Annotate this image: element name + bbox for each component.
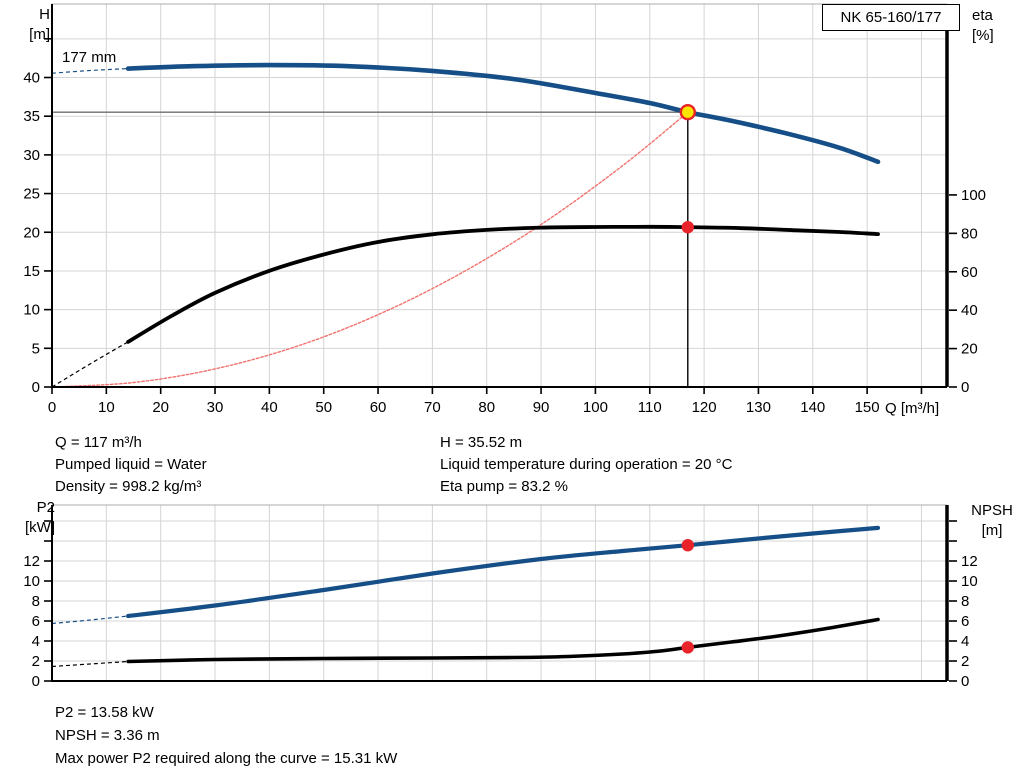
op-flow-line: Q = 117 m³/h <box>55 434 142 451</box>
tick-label: 0 <box>32 379 40 396</box>
tick-label: 2 <box>961 653 969 670</box>
system-curve <box>51 111 689 388</box>
tick-label: 110 <box>638 399 662 416</box>
eta-axis-label: eta [%] <box>972 6 1024 46</box>
npsh-axis-label: NPSH [m] <box>963 501 1021 541</box>
tick-label: 100 <box>961 187 986 204</box>
h-axis-label-line2: [m] <box>29 26 50 43</box>
npsh-point-marker <box>681 641 694 654</box>
tick-label: 80 <box>478 399 495 416</box>
tick-label: 50 <box>315 399 332 416</box>
tick-label: 5 <box>32 340 40 357</box>
tick-label: 0 <box>961 673 969 690</box>
tick-label: 80 <box>961 225 978 242</box>
h-axis-label-line1: H <box>39 6 50 23</box>
tick-label: 60 <box>370 399 387 416</box>
tick-label: 6 <box>961 613 969 630</box>
op-liquid-line: Pumped liquid = Water <box>55 456 207 473</box>
head-curve-dashed <box>51 68 129 74</box>
eta-point-marker <box>681 220 694 234</box>
tick-label: 2 <box>32 653 40 670</box>
pump-model-badge: NK 65-160/177 <box>822 4 960 31</box>
tick-label: 150 <box>855 399 880 416</box>
npsh-curve-dashed <box>51 660 129 668</box>
p2-axis-label-line2: [kW] <box>25 519 55 536</box>
duty-point-marker <box>679 103 696 121</box>
tick-label: 20 <box>961 341 978 358</box>
p2-point-marker <box>681 539 694 552</box>
op-density-line: Density = 998.2 kg/m³ <box>55 478 202 495</box>
tick-label: 120 <box>692 399 717 416</box>
operating-point-text-left: Q = 117 m³/h Pumped liquid = Water Densi… <box>55 432 207 498</box>
tick-label: 10 <box>961 573 978 590</box>
tick-label: 4 <box>32 633 40 650</box>
tick-label: 0 <box>961 379 969 396</box>
npsh-curve <box>126 617 880 664</box>
head-curve <box>125 62 881 165</box>
op-head-line: H = 35.52 m <box>440 434 523 451</box>
efficiency-curve <box>126 224 880 344</box>
tick-label: 100 <box>583 399 608 416</box>
tick-label: 20 <box>23 224 40 241</box>
operating-point-text-right: H = 35.52 m Liquid temperature during op… <box>440 432 732 498</box>
tick-label: 25 <box>23 186 40 203</box>
p2-axis-label: P2 [kW] <box>0 498 55 538</box>
eta-axis-label-line1: eta <box>972 7 993 24</box>
tick-label: 40 <box>261 399 278 416</box>
tick-label: 60 <box>961 264 978 281</box>
tick-label: 40 <box>961 302 978 319</box>
tick-label: 30 <box>207 399 224 416</box>
result-p2-line: P2 = 13.58 kW <box>55 704 154 721</box>
tick-label: 10 <box>23 302 40 319</box>
tick-label: 4 <box>961 633 969 650</box>
efficiency-curve-dashed <box>51 341 129 388</box>
tick-label: 15 <box>23 263 40 280</box>
tick-label: 0 <box>32 673 40 690</box>
op-eta-line: Eta pump = 83.2 % <box>440 478 568 495</box>
result-maxpower-line: Max power P2 required along the curve = … <box>55 750 398 767</box>
tick-label: 20 <box>152 399 169 416</box>
tick-label: 70 <box>424 399 441 416</box>
p2-curve <box>126 525 881 619</box>
tick-label: 40 <box>23 70 40 87</box>
tick-label: 90 <box>533 399 550 416</box>
tick-label: 140 <box>800 399 825 416</box>
op-temperature-line: Liquid temperature during operation = 20… <box>440 456 733 473</box>
result-text-block: P2 = 13.58 kW NPSH = 3.36 m Max power P2… <box>55 701 397 770</box>
eta-axis-label-line2: [%] <box>972 27 994 44</box>
impeller-diameter-label: 177 mm <box>62 49 117 66</box>
tick-label: 130 <box>746 399 771 416</box>
q-axis-label: Q [m³/h] <box>885 400 940 417</box>
tick-label: 0 <box>48 399 56 416</box>
tick-label: 12 <box>23 553 40 570</box>
npsh-axis-label-line1: NPSH <box>971 502 1013 519</box>
tick-label: 10 <box>23 573 40 590</box>
tick-label: 6 <box>32 613 40 630</box>
tick-label: 8 <box>961 593 969 610</box>
tick-label: 30 <box>23 147 40 164</box>
tick-label: 35 <box>23 108 40 125</box>
result-npsh-line: NPSH = 3.36 m <box>55 727 160 744</box>
p2-axis-label-line1: P2 <box>36 499 55 516</box>
p2-curve-dashed <box>51 615 129 625</box>
tick-label: 12 <box>961 553 978 570</box>
tick-label: 10 <box>98 399 115 416</box>
npsh-axis-label-line2: [m] <box>981 522 1003 539</box>
h-axis-label: H [m] <box>0 5 50 45</box>
tick-label: 8 <box>32 593 40 610</box>
